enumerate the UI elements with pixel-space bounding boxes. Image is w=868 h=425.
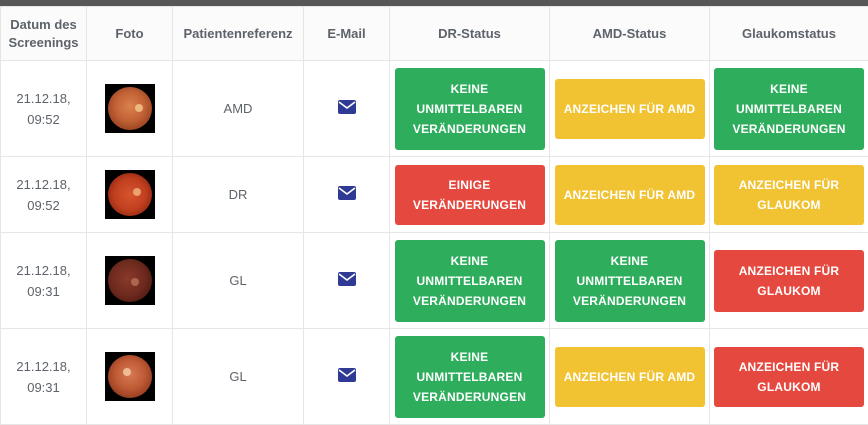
email-cell [304,329,390,425]
screening-table: Datum des Screenings Foto Patientenrefer… [0,6,868,425]
patient-reference[interactable]: AMD [173,61,304,157]
amd-status-badge[interactable]: KEINE UNMITTELBAREN VERÄNDERUNGEN [555,240,705,322]
dr-status-badge[interactable]: KEINE UNMITTELBAREN VERÄNDERUNGEN [395,68,545,150]
table-row[interactable]: 21.12.18, 09:52 DR EINIGE VERÄNDERUNGEN … [1,157,868,233]
glaucoma-status-badge[interactable]: ANZEICHEN FÜR GLAUKOM [714,165,864,225]
screening-date: 21.12.18, [1,356,86,377]
glaucoma-status-cell: KEINE UNMITTELBAREN VERÄNDERUNGEN [710,61,868,157]
fundus-image[interactable] [105,170,155,219]
glaucoma-status-cell: ANZEICHEN FÜR GLAUKOM [710,157,868,233]
envelope-icon[interactable] [338,100,356,114]
screening-time: 09:52 [1,195,86,216]
fundus-image[interactable] [105,352,155,401]
photo-cell [87,61,173,157]
screening-date: 21.12.18, [1,88,86,109]
fundus-image[interactable] [105,84,155,133]
dr-status-badge[interactable]: KEINE UNMITTELBAREN VERÄNDERUNGEN [395,336,545,418]
glaucoma-status-badge[interactable]: KEINE UNMITTELBAREN VERÄNDERUNGEN [714,68,864,150]
amd-status-cell: ANZEICHEN FÜR AMD [550,157,710,233]
screening-date-cell: 21.12.18, 09:52 [1,157,87,233]
column-header-email[interactable]: E-Mail [304,7,390,61]
dr-status-badge[interactable]: EINIGE VERÄNDERUNGEN [395,165,545,225]
column-header-glaucoma-status[interactable]: Glaukomstatus [710,7,868,61]
screening-date: 21.12.18, [1,174,86,195]
column-header-reference[interactable]: Patientenreferenz [173,7,304,61]
screening-date-cell: 21.12.18, 09:31 [1,233,87,329]
table-header-row: Datum des Screenings Foto Patientenrefer… [1,7,868,61]
patient-reference[interactable]: DR [173,157,304,233]
email-cell [304,233,390,329]
table-row[interactable]: 21.12.18, 09:31 GL KEINE UNMITTELBAREN V… [1,233,868,329]
table-row[interactable]: 21.12.18, 09:52 AMD KEINE UNMITTELBAREN … [1,61,868,157]
column-header-dr-status[interactable]: DR-Status [390,7,550,61]
amd-status-badge[interactable]: ANZEICHEN FÜR AMD [555,165,705,225]
screening-date-cell: 21.12.18, 09:52 [1,61,87,157]
column-header-amd-status[interactable]: AMD-Status [550,7,710,61]
amd-status-cell: ANZEICHEN FÜR AMD [550,61,710,157]
amd-status-cell: KEINE UNMITTELBAREN VERÄNDERUNGEN [550,233,710,329]
column-header-photo[interactable]: Foto [87,7,173,61]
glaucoma-status-badge[interactable]: ANZEICHEN FÜR GLAUKOM [714,250,864,312]
amd-status-badge[interactable]: ANZEICHEN FÜR AMD [555,79,705,139]
amd-status-cell: ANZEICHEN FÜR AMD [550,329,710,425]
envelope-icon[interactable] [338,186,356,200]
photo-cell [87,329,173,425]
dr-status-cell: KEINE UNMITTELBAREN VERÄNDERUNGEN [390,233,550,329]
column-header-date[interactable]: Datum des Screenings [1,7,87,61]
glaucoma-status-badge[interactable]: ANZEICHEN FÜR GLAUKOM [714,347,864,407]
dr-status-badge[interactable]: KEINE UNMITTELBAREN VERÄNDERUNGEN [395,240,545,322]
screening-date: 21.12.18, [1,260,86,281]
photo-cell [87,233,173,329]
envelope-icon[interactable] [338,272,356,286]
screening-time: 09:31 [1,281,86,302]
table-row[interactable]: 21.12.18, 09:31 GL KEINE UNMITTELBAREN V… [1,329,868,425]
email-cell [304,61,390,157]
dr-status-cell: EINIGE VERÄNDERUNGEN [390,157,550,233]
envelope-icon[interactable] [338,368,356,382]
screening-time: 09:31 [1,377,86,398]
photo-cell [87,157,173,233]
patient-reference[interactable]: GL [173,233,304,329]
fundus-image[interactable] [105,256,155,305]
dr-status-cell: KEINE UNMITTELBAREN VERÄNDERUNGEN [390,329,550,425]
screening-time: 09:52 [1,109,86,130]
dr-status-cell: KEINE UNMITTELBAREN VERÄNDERUNGEN [390,61,550,157]
patient-reference[interactable]: GL [173,329,304,425]
email-cell [304,157,390,233]
glaucoma-status-cell: ANZEICHEN FÜR GLAUKOM [710,233,868,329]
glaucoma-status-cell: ANZEICHEN FÜR GLAUKOM [710,329,868,425]
screening-date-cell: 21.12.18, 09:31 [1,329,87,425]
amd-status-badge[interactable]: ANZEICHEN FÜR AMD [555,347,705,407]
